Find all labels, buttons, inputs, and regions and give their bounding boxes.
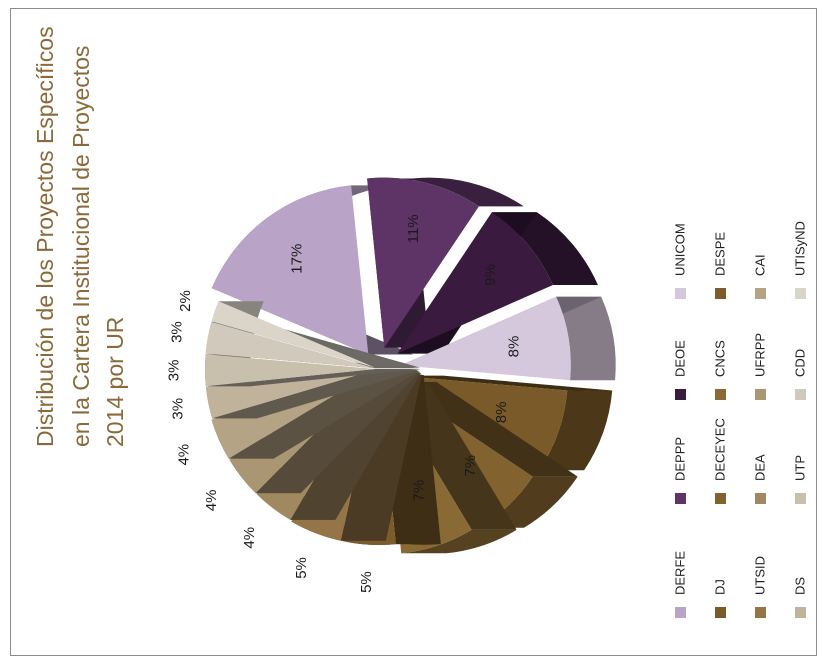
slice-side-dj [539, 390, 613, 471]
chart-title-line-3: 2014 por UR [102, 317, 128, 447]
legend-label-dea: DEA [752, 454, 767, 481]
slice-edge-cai [228, 371, 420, 459]
legend-label-derfe: DERFE [672, 551, 687, 595]
legend-swatch-deoe [675, 389, 686, 400]
legend-swatch-cncs [715, 389, 726, 400]
legend-label-cncs: CNCS [712, 340, 727, 377]
slice-label-utp: 3% [165, 360, 182, 382]
legend-swatch-cdd [795, 389, 806, 400]
legend-swatch-dj [715, 607, 726, 618]
slice-edge-ds [212, 369, 421, 419]
slice-label-deceyec: 7% [462, 455, 479, 477]
legend-label-deppp: DEPPP [672, 437, 687, 481]
chart-title-line-1: Distribución de los Proyectos Específico… [32, 26, 58, 447]
legend-label-utp: UTP [792, 455, 807, 481]
legend-swatch-cai [755, 288, 766, 299]
slice-derfe [211, 185, 369, 355]
chart-frame: Distribución de los Proyectos Específico… [10, 8, 817, 656]
pie-chart: Distribución de los Proyectos Específico… [32, 26, 807, 618]
slice-label-derfe: 17% [289, 244, 306, 274]
slice-cdd [205, 321, 376, 369]
legend-swatch-utp [795, 493, 806, 504]
legend-swatch-ufrpp [755, 389, 766, 400]
legend-label-cdd: CDD [792, 349, 807, 377]
chart-title: Distribución de los Proyectos Específico… [32, 26, 128, 447]
slice-label-utsid: 5% [293, 557, 310, 579]
slice-label-despe: 5% [358, 571, 375, 593]
legend-swatch-deppp [675, 493, 686, 504]
slice-deoe [397, 212, 553, 354]
legend-swatch-derfe [675, 607, 686, 618]
legend-label-utsid: UTSID [752, 556, 767, 595]
legend-label-cai: CAI [752, 254, 767, 276]
legend-label-utisynd: UTISyND [792, 221, 807, 276]
slice-utp [205, 354, 376, 387]
slice-edge-ufrpp [255, 372, 421, 494]
slice-label-utisynd: 2% [177, 290, 194, 312]
legend-swatch-utsid [755, 607, 766, 618]
slice-label-cai: 4% [176, 444, 193, 466]
legend-swatch-deceyec [715, 493, 726, 504]
legend-label-deceyec: DECEYEC [712, 418, 727, 481]
pie-slices [205, 177, 616, 554]
slice-label-cncs: 7% [410, 480, 427, 502]
legend-label-unicom: UNICOM [672, 223, 687, 276]
slice-edge-utsid [340, 374, 422, 541]
slice-utisynd [211, 301, 376, 368]
slice-edge-dj [397, 375, 613, 391]
legend: DERFE DEPPP DEOE UNICOM DJ DECEYEC CNCS DESPE UT… [672, 221, 807, 618]
slice-edge-dea [290, 372, 421, 520]
slice-label-deppp: 11% [405, 214, 422, 243]
slice-label-unicom: 8% [506, 336, 523, 358]
legend-label-despe: DESPE [712, 232, 727, 276]
legend-swatch-ds [795, 607, 806, 618]
slice-side-unicom [556, 296, 616, 381]
slice-label-ds: 3% [169, 398, 186, 420]
slice-deppp [367, 177, 479, 348]
slice-edge-utp [205, 369, 421, 387]
slice-label-deoe: 9% [482, 264, 499, 286]
legend-label-ufrpp: UFRPP [752, 333, 767, 377]
legend-label-dj: DJ [712, 579, 727, 595]
legend-swatch-despe [715, 288, 726, 299]
legend-label-deoe: DEOE [672, 340, 687, 377]
legend-swatch-dea [755, 493, 766, 504]
slice-label-cdd: 3% [169, 321, 186, 343]
legend-swatch-unicom [675, 288, 686, 299]
slice-side-deppp [367, 177, 524, 207]
slice-label-dj: 8% [493, 402, 510, 424]
legend-swatch-utisynd [795, 288, 806, 299]
slice-unicom [400, 296, 571, 381]
chart-title-line-2: en la Cartera Institucional de Proyectos [68, 46, 94, 447]
slice-labels: 17% 11% 9% 8% 8% 7% 7% 5% 5% 4% 4% 4% 3% 3% 3% 2% [165, 214, 522, 592]
slice-label-dea: 4% [241, 527, 258, 549]
slice-ds [205, 369, 376, 419]
slice-side-cncs [401, 529, 517, 554]
legend-label-ds: DS [792, 577, 807, 595]
slice-label-ufrpp: 4% [203, 490, 220, 512]
